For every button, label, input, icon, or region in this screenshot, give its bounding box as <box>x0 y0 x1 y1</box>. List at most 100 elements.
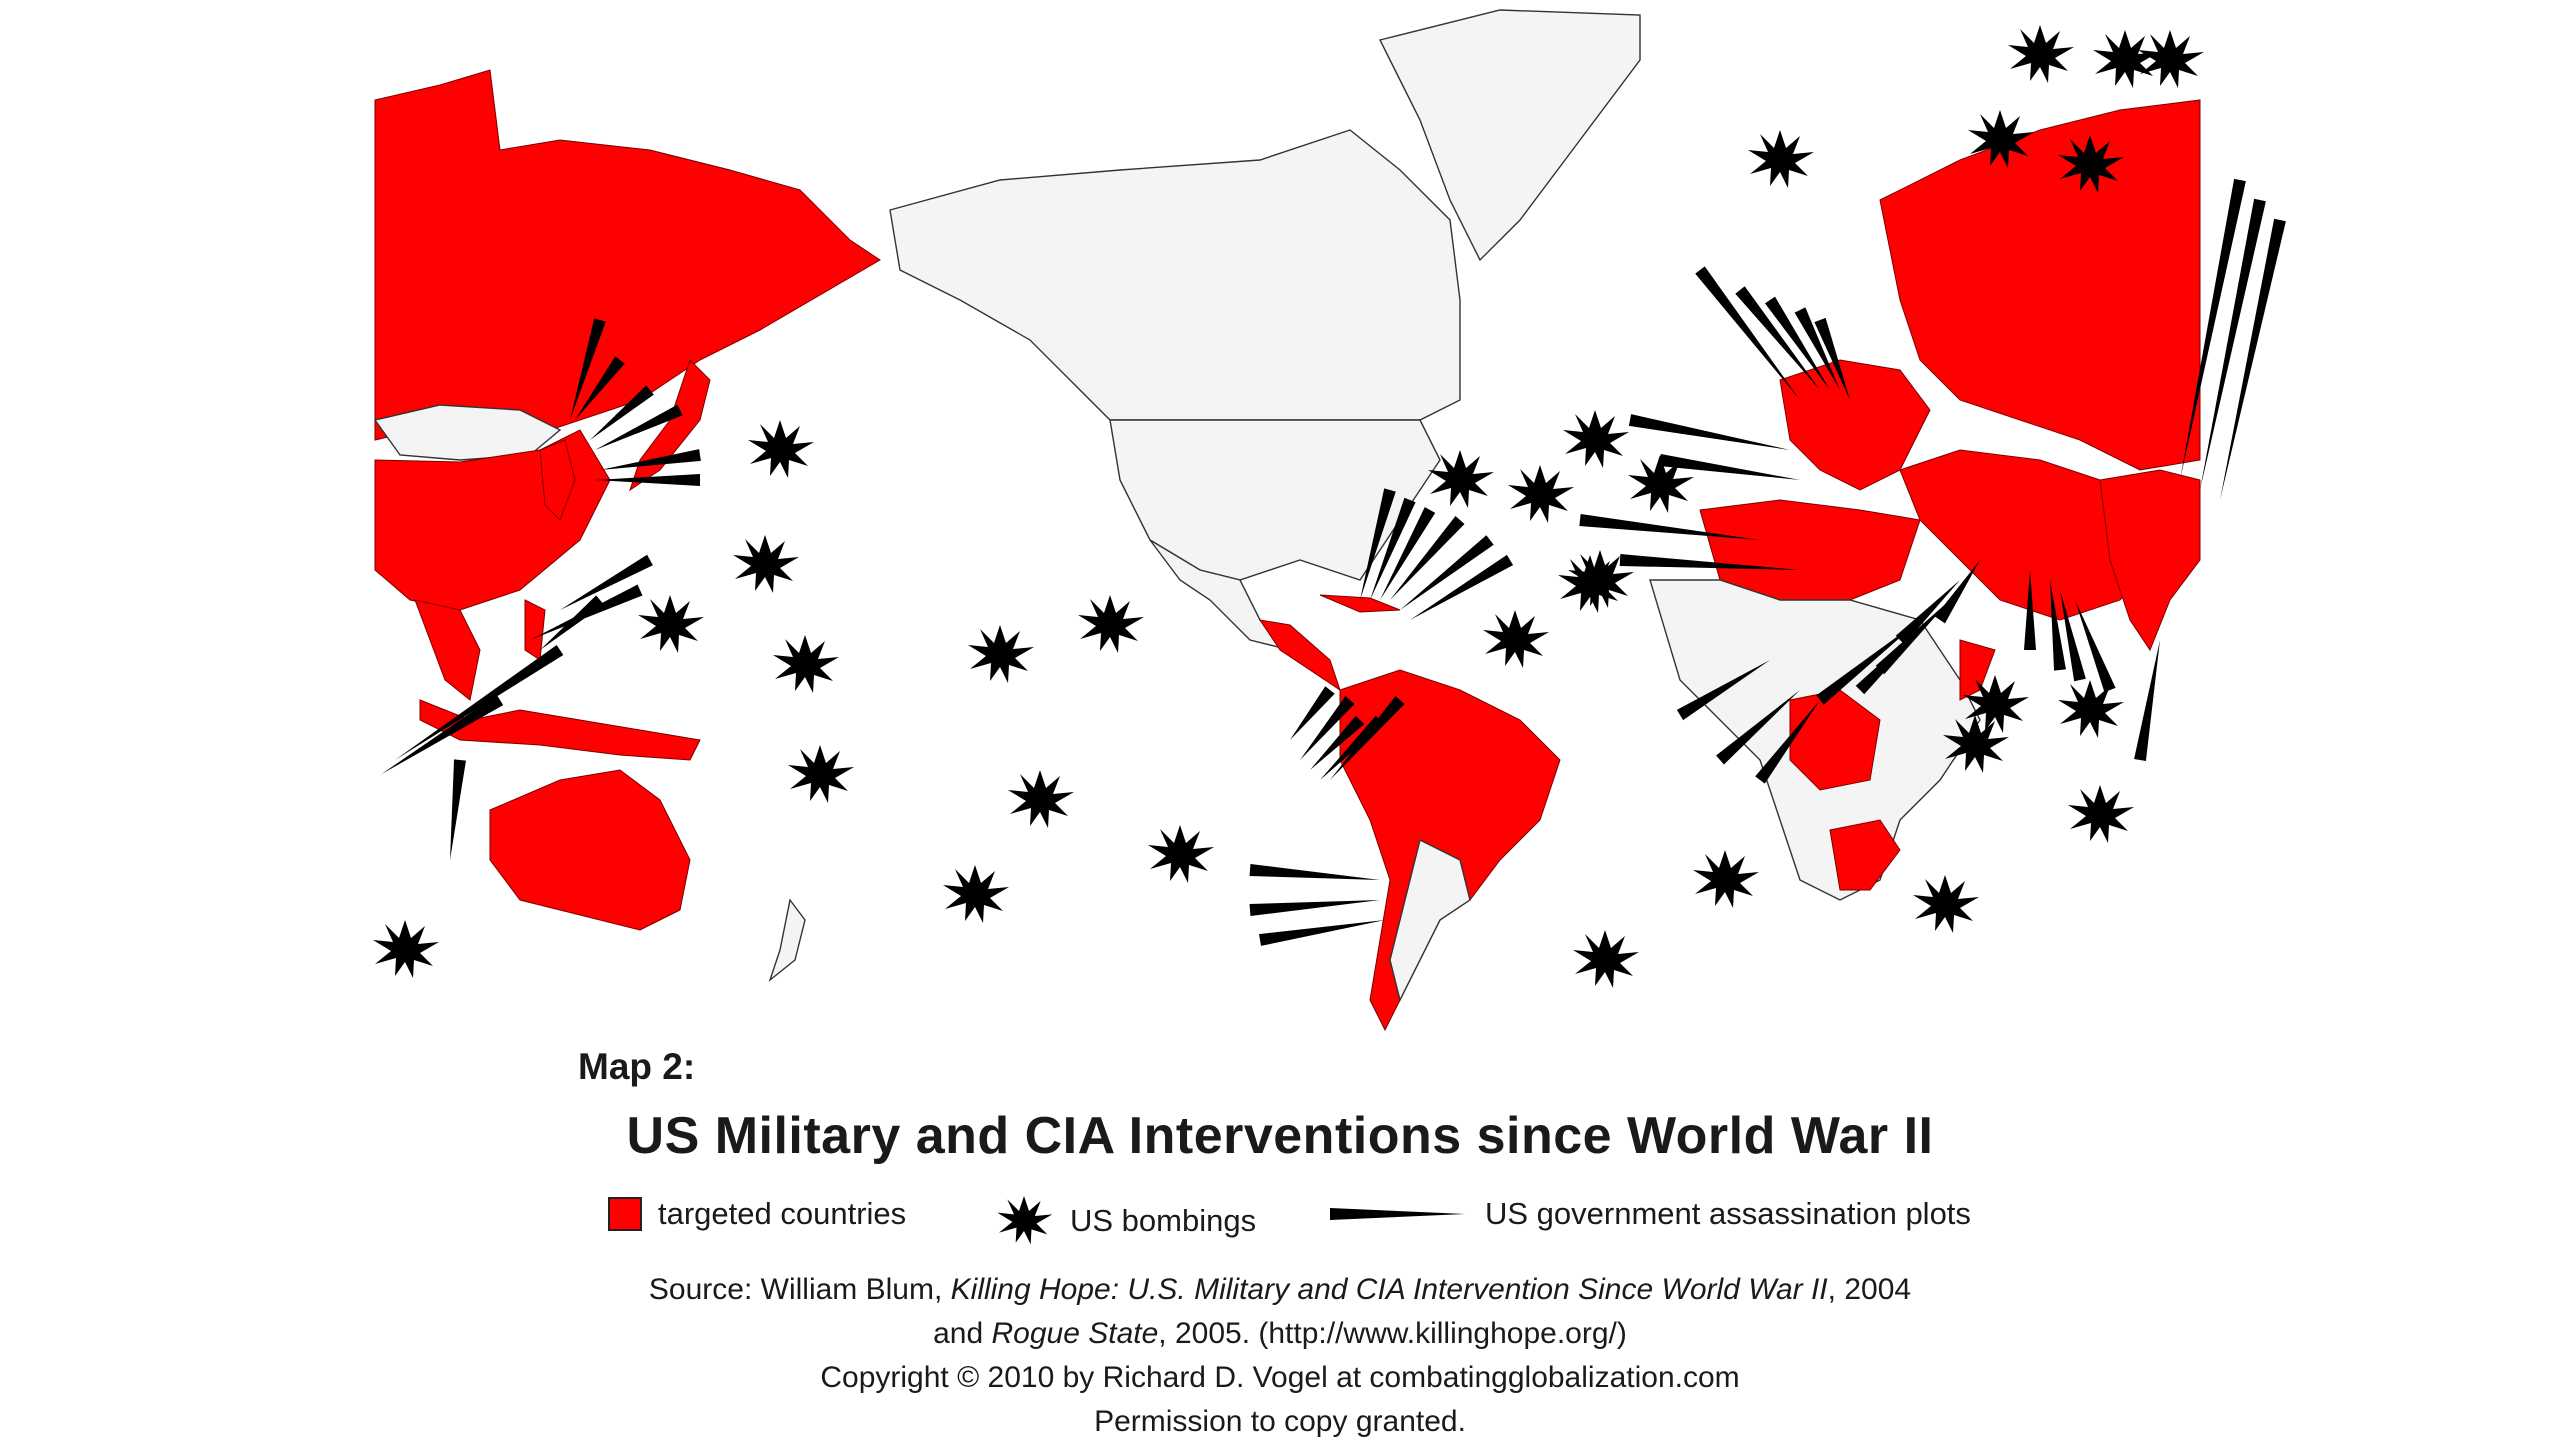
legend-item-bombings: US bombings <box>994 1196 1256 1246</box>
assassination-plot-marker <box>1380 507 1436 600</box>
bombing-burst-icon <box>638 595 704 653</box>
bombing-burst-icon <box>1078 595 1144 653</box>
assassination-plot-marker <box>395 645 564 760</box>
map-title: US Military and CIA Interventions since … <box>626 1107 1934 1165</box>
assassination-plot-marker <box>1794 307 1840 390</box>
dagger-icon <box>1330 1208 1465 1220</box>
assassination-plot-marker <box>590 385 654 440</box>
targeted-swatch <box>608 1197 642 1231</box>
world-map <box>373 9 2286 1032</box>
assassination-plot-marker <box>1695 266 1800 400</box>
assassination-plot-marker <box>595 474 700 486</box>
south-africa-targeted <box>1829 819 1901 891</box>
assassination-plot-marker <box>1249 900 1380 916</box>
source-book-2: Rogue State <box>991 1317 1159 1350</box>
bombing-burst-icon <box>1913 875 1979 933</box>
assassination-plot-marker <box>1249 864 1380 880</box>
assassination-plot-marker <box>1895 580 1960 645</box>
assassination-plot-marker <box>1659 454 1800 480</box>
burst-icon <box>997 1196 1053 1245</box>
bombing-burst-icon <box>968 625 1034 683</box>
asia-oceania-region <box>373 69 881 983</box>
assassination-plot-marker <box>2024 570 2036 650</box>
bombing-burst-icon <box>2138 30 2204 88</box>
assassination-plot-marker <box>380 694 504 775</box>
assassination-plot-marker <box>600 449 701 470</box>
assassination-plot-marker <box>1410 554 1514 620</box>
indonesia-targeted <box>419 699 701 761</box>
legend-item-targeted: targeted countries <box>608 1196 906 1232</box>
assassination-plot-marker <box>1814 317 1850 400</box>
permission-line: Permission to copy granted. <box>1094 1405 1466 1438</box>
assassination-plot-marker <box>1735 286 1820 390</box>
assassination-plot-marker <box>1360 488 1396 600</box>
legend-label-bombings: US bombings <box>1070 1203 1257 1238</box>
bombing-burst-icon <box>1573 930 1639 988</box>
assassination-plot-marker <box>1400 535 1494 610</box>
assassination-plot-marker <box>1765 296 1830 390</box>
assassination-plot-marker <box>1259 920 1385 946</box>
assassination-plot-marker <box>1855 610 1940 695</box>
assassination-plot-marker <box>570 318 606 420</box>
legend-label-plots: US government assassination plots <box>1485 1196 1971 1231</box>
assassination-plot-marker <box>595 404 683 450</box>
southeast-asia-targeted <box>414 599 481 701</box>
cuba-targeted <box>1319 594 1401 613</box>
assassination-plot-marker <box>1579 514 1760 540</box>
assassination-plot-marker <box>450 759 466 860</box>
bombing-burst-icon <box>2093 30 2159 88</box>
central-america-targeted <box>1258 619 1341 692</box>
new-zealand <box>768 898 806 983</box>
assassination-plot-marker <box>1310 715 1365 770</box>
bombing-burst-icon <box>373 920 439 978</box>
assassination-plot-marker <box>2180 178 2246 480</box>
bombing-burst-icon <box>1008 770 1074 828</box>
assassination-plot-marker <box>540 595 604 650</box>
legend-item-plots: US government assassination plots <box>1330 1196 1971 1232</box>
assassination-plot-marker <box>1619 554 1800 570</box>
bombing-burst-icon <box>748 420 814 478</box>
map-number-label: Map 2: <box>578 1046 696 1087</box>
assassination-plot-marker <box>1816 620 1920 705</box>
bombing-burst-icon <box>2008 25 2074 83</box>
source-citation: Source: William Blum, Killing Hope: U.S.… <box>0 1268 2560 1444</box>
assassination-plot-marker <box>2075 600 2116 693</box>
bombing-burst-icon <box>788 745 854 803</box>
copyright-line: Copyright © 2010 by Richard D. Vogel at … <box>820 1361 1740 1394</box>
assassination-plot-marker <box>1935 560 1980 624</box>
bombing-burst-icon <box>1563 410 1629 468</box>
assassination-plot-marker <box>1716 690 1800 765</box>
assassination-plot-marker <box>1300 696 1355 760</box>
bombing-burst-icon <box>1483 610 1549 668</box>
assassination-plot-marker <box>2060 590 2086 682</box>
assassination-plot-marker <box>575 356 625 420</box>
source-year-1: , 2004 <box>1827 1273 1912 1306</box>
assassination-plots-layer <box>380 178 2286 946</box>
source-line-1: Source: William Blum, Killing Hope: U.S.… <box>0 1268 2560 1312</box>
greenland <box>1378 9 1641 262</box>
china-targeted <box>374 429 611 611</box>
assassination-plot-marker <box>560 554 653 610</box>
assassination-plot-marker <box>1290 686 1335 740</box>
assassination-plot-marker <box>2050 580 2066 671</box>
australia-targeted <box>489 769 691 931</box>
assassination-plot-marker <box>1755 700 1820 784</box>
bombing-burst-icon <box>1148 825 1214 883</box>
bombing-burst-icon <box>1748 130 1814 188</box>
assassination-plot-marker <box>1330 696 1405 780</box>
legend-label-targeted: targeted countries <box>658 1196 907 1231</box>
assassination-plot-marker <box>2200 198 2266 490</box>
russia-west-targeted <box>1879 99 2201 471</box>
assassination-plot-marker <box>1676 660 1770 721</box>
bombing-burst-icon <box>1693 850 1759 908</box>
assassination-plot-marker <box>2134 640 2160 761</box>
europe-africa-region <box>1649 99 2201 901</box>
alaska-canada <box>889 129 1461 421</box>
south-asia-targeted <box>2099 469 2201 652</box>
assassination-plot-marker <box>1390 516 1465 600</box>
southern-cone <box>1389 838 1471 1003</box>
assassination-plot-marker <box>1628 414 1790 450</box>
philippines-targeted <box>524 599 546 661</box>
source-and: and <box>933 1317 992 1350</box>
korea-targeted <box>539 439 576 521</box>
